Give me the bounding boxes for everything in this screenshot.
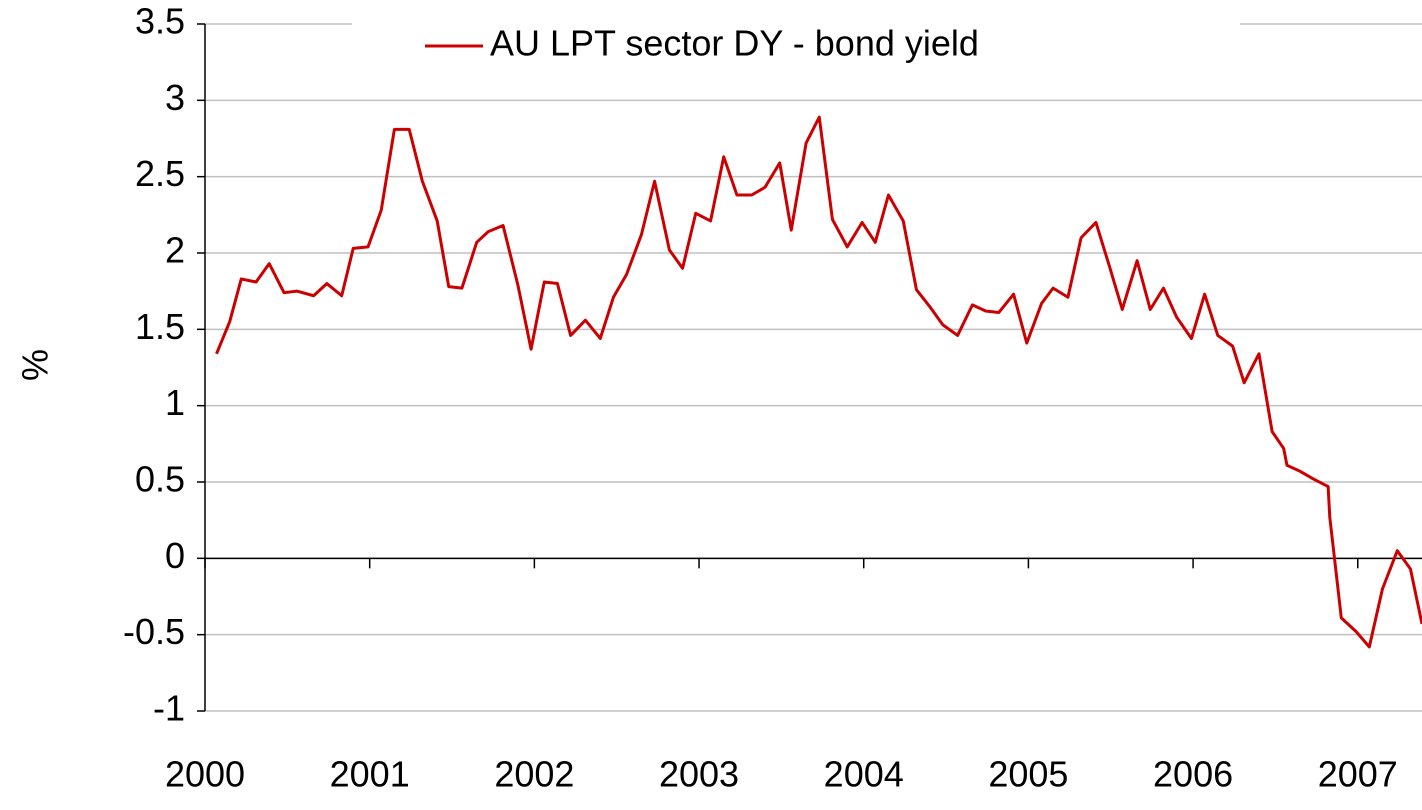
x-tick-label: 2007 (1318, 754, 1398, 795)
x-tick-label: 2006 (1153, 754, 1233, 795)
x-tick-label: 2005 (988, 754, 1068, 795)
y-tick-label: 1.5 (135, 306, 185, 347)
y-tick-label: -1 (153, 688, 185, 729)
data-line (215, 115, 1422, 649)
x-tick-label: 2004 (824, 754, 904, 795)
x-tick-label: 2002 (494, 754, 574, 795)
y-tick-label: 1 (165, 382, 185, 423)
y-tick-label: -0.5 (123, 611, 185, 652)
y-axis-label: % (15, 349, 56, 381)
legend-label: AU LPT sector DY - bond yield (490, 23, 979, 64)
y-tick-label: 3 (165, 77, 185, 118)
y-tick-label: 3.5 (135, 1, 185, 42)
x-tick-label: 2001 (330, 754, 410, 795)
y-tick-label: 2 (165, 230, 185, 271)
x-tick-label: 2003 (659, 754, 739, 795)
y-tick-label: 2.5 (135, 153, 185, 194)
legend-box (352, 12, 1240, 90)
x-tick-label: 2000 (165, 754, 245, 795)
y-tick-label: 0 (165, 535, 185, 576)
y-tick-label: 0.5 (135, 459, 185, 500)
